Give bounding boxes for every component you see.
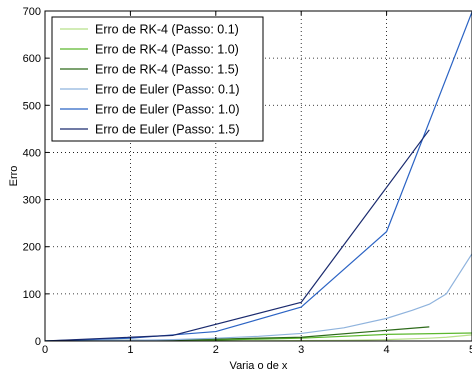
y-tick-label: 0: [35, 336, 41, 348]
series-line-5: [45, 11, 472, 341]
y-tick-label: 600: [23, 53, 41, 65]
y-tick-label: 500: [23, 100, 41, 112]
legend-label: Erro de Euler (Passo: 0.1): [95, 83, 240, 97]
y-tick-label: 100: [23, 289, 41, 301]
x-tick-label: 2: [213, 344, 219, 356]
x-tick-label: 0: [42, 344, 48, 356]
legend-label: Erro de RK-4 (Passo: 1.5): [95, 63, 239, 77]
legend-label: Erro de RK-4 (Passo: 1.0): [95, 43, 239, 57]
x-axis-label: Varia o de x: [230, 360, 288, 372]
series-line-4: [45, 253, 472, 341]
y-tick-label: 300: [23, 195, 41, 207]
y-tick-label: 200: [23, 242, 41, 254]
legend-box: [51, 16, 264, 142]
series-line-2: [45, 332, 472, 341]
y-tick-label: 700: [23, 6, 41, 18]
x-tick-label: 5: [469, 344, 472, 356]
legend: Erro de RK-4 (Passo: 0.1) Erro de RK-4 (P…: [51, 16, 264, 142]
series-line-6: [45, 129, 430, 341]
x-tick-label: 3: [298, 344, 304, 356]
x-tick-label: 1: [127, 344, 133, 356]
plot-frame: [44, 10, 472, 342]
legend-label: Erro de Euler (Passo: 1.5): [95, 123, 240, 137]
y-axis-label: Erro: [8, 166, 20, 187]
legend-label: Erro de Euler (Passo: 1.0): [95, 103, 240, 117]
x-tick-label: 4: [384, 344, 390, 356]
axis-ticks: 0 1 2 3 4 5 0 100 200 300 400 500 600 700: [23, 6, 472, 356]
y-tick-label: 400: [23, 147, 41, 159]
legend-label: Erro de RK-4 (Passo: 0.1): [95, 23, 239, 37]
